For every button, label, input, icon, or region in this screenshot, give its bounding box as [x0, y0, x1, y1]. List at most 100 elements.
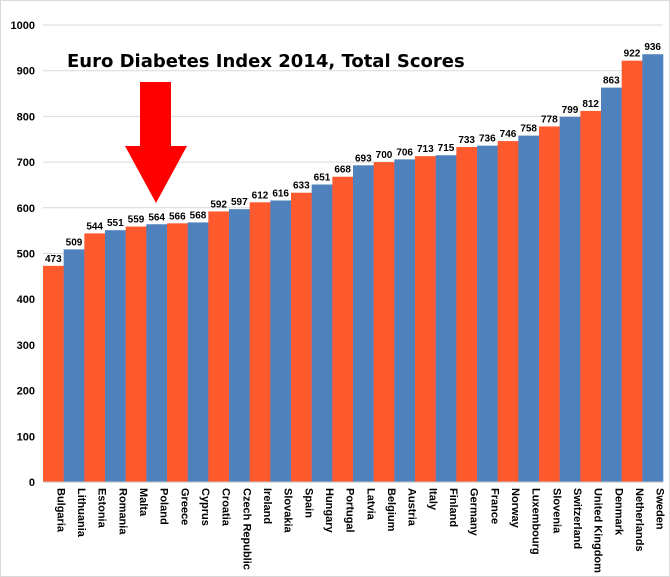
x-tick-label: Belgium	[385, 488, 397, 532]
bar-malta	[125, 226, 147, 482]
x-tick-label: Lithuania	[75, 488, 87, 538]
x-axis-ticks: Bulgaria Lithuania Estonia Romania Malta Pola…	[54, 488, 665, 573]
bar-czech-republic	[229, 209, 250, 482]
bar-italy	[415, 156, 436, 482]
x-tick-label: Luxembourg	[530, 488, 542, 555]
bar-latvia	[353, 165, 374, 482]
bar-denmark	[601, 87, 622, 482]
data-label: 713	[417, 144, 434, 155]
x-tick-label: Switzerland	[571, 488, 583, 549]
bar-netherlands	[621, 60, 643, 483]
bar-portugal	[332, 176, 354, 482]
y-tick-label: 0	[29, 477, 35, 489]
bar-bulgaria	[43, 265, 64, 482]
bar-estonia	[84, 233, 106, 482]
data-label: 812	[582, 99, 599, 110]
bar-spain	[291, 192, 312, 482]
y-tick-label: 1000	[11, 20, 35, 32]
y-tick-label: 400	[17, 294, 35, 306]
data-label: 633	[293, 181, 310, 192]
x-tick-label: Hungary	[323, 488, 335, 534]
bar-greece	[167, 223, 188, 482]
data-label: 668	[334, 165, 351, 176]
x-tick-label: Austria	[406, 488, 418, 527]
x-tick-label: Portugal	[344, 488, 356, 533]
x-tick-label: Ireland	[261, 488, 273, 524]
x-tick-label: France	[488, 488, 500, 524]
bar-poland	[146, 224, 168, 482]
bar-germany	[456, 147, 478, 483]
data-label: 566	[169, 211, 186, 222]
bar-slovakia	[270, 200, 292, 482]
x-tick-label: Spain	[302, 488, 314, 518]
data-label: 700	[376, 150, 393, 161]
bar-romania	[105, 230, 126, 482]
data-label: 936	[644, 42, 661, 53]
data-label: 733	[458, 135, 475, 146]
y-tick-label: 100	[17, 431, 35, 443]
data-label: 551	[107, 218, 124, 229]
x-tick-label: Germany	[468, 488, 480, 537]
data-label: 706	[396, 147, 413, 158]
bar-norway	[497, 141, 519, 482]
bar-hungary	[311, 184, 333, 483]
data-label: 778	[541, 114, 558, 125]
x-tick-label: Italy	[426, 488, 438, 511]
data-label: 597	[231, 197, 248, 208]
data-label: 758	[520, 124, 537, 135]
y-tick-label: 300	[17, 340, 35, 352]
arrow-icon	[125, 82, 187, 203]
bar-croatia	[208, 211, 230, 482]
x-tick-label: Finland	[447, 488, 459, 527]
data-label: 559	[128, 215, 145, 226]
data-label: 715	[438, 143, 455, 154]
data-label: 592	[210, 199, 227, 210]
bar-lithuania	[63, 249, 85, 482]
x-tick-label: Cyprus	[199, 488, 211, 526]
data-label: 509	[66, 237, 83, 248]
bars	[43, 54, 664, 483]
x-tick-label: Estonia	[96, 488, 108, 529]
x-tick-label: United Kingdom	[592, 488, 604, 573]
data-label: 746	[500, 129, 517, 140]
bar-sweden	[642, 54, 664, 483]
x-tick-label: Netherlands	[633, 488, 645, 552]
y-tick-label: 200	[17, 386, 35, 398]
bar-france	[477, 145, 498, 482]
y-axis-ticks: 0 100 200 300 400 500 600 700 800 900 1000	[11, 20, 35, 489]
x-tick-label: Norway	[509, 488, 521, 529]
bar-cyprus	[187, 222, 209, 482]
data-label: 612	[252, 190, 269, 201]
x-tick-label: Greece	[178, 488, 190, 525]
x-tick-label: Poland	[158, 488, 170, 525]
x-tick-label: Bulgaria	[54, 488, 66, 533]
data-label: 922	[624, 49, 641, 60]
x-tick-label: Czech Republic	[240, 488, 252, 570]
data-label: 693	[355, 153, 372, 164]
y-tick-label: 900	[17, 66, 35, 78]
x-tick-label: Slovakia	[282, 488, 294, 534]
x-tick-label: Latvia	[364, 488, 376, 521]
data-label: 564	[148, 212, 165, 223]
bar-united-kingdom	[580, 110, 602, 482]
data-label: 863	[603, 76, 620, 87]
x-tick-label: Denmark	[612, 488, 624, 536]
x-tick-label: Croatia	[220, 488, 232, 527]
data-label: 651	[314, 172, 331, 183]
bar-switzerland	[559, 116, 581, 483]
bar-belgium	[373, 162, 395, 482]
data-label: 473	[45, 254, 62, 265]
y-tick-label: 500	[17, 249, 35, 261]
bar-finland	[435, 155, 457, 482]
x-tick-label: Romania	[116, 488, 128, 535]
y-tick-label: 800	[17, 111, 35, 123]
bar-ireland	[249, 202, 271, 483]
data-label: 736	[479, 134, 496, 145]
data-label: 544	[86, 221, 103, 232]
x-tick-label: Sweden	[654, 488, 666, 530]
x-tick-label: Malta	[137, 488, 149, 517]
bar-slovenia	[539, 126, 560, 482]
bar-luxembourg	[518, 135, 540, 482]
